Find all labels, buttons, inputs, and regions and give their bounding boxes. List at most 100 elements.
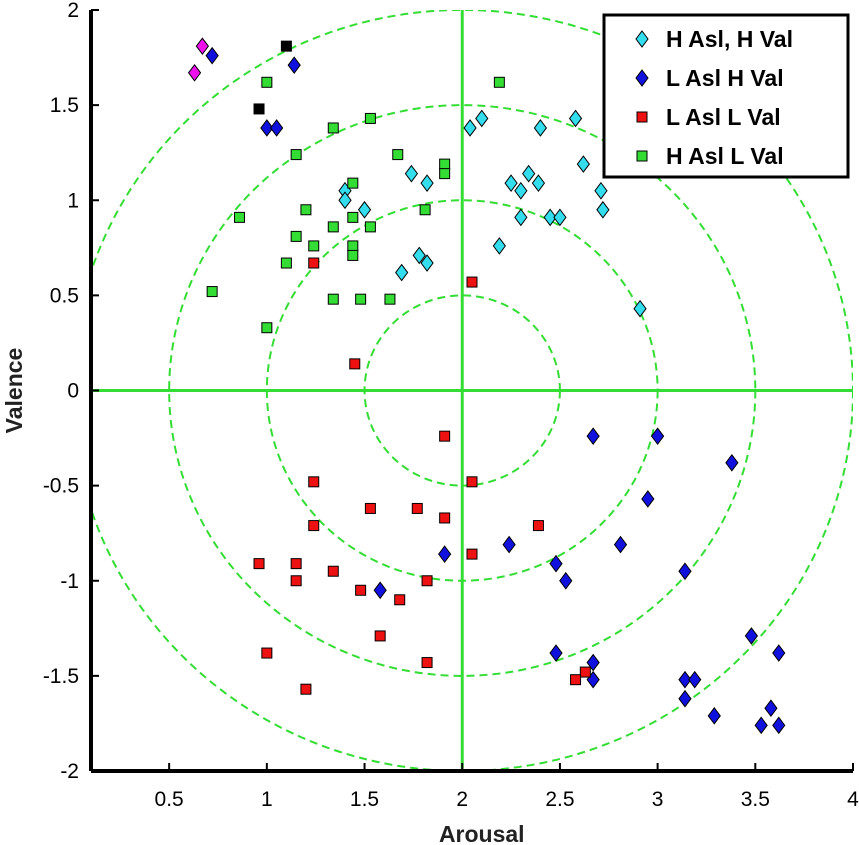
data-point — [553, 208, 567, 227]
data-point — [287, 56, 301, 75]
data-point — [772, 716, 786, 735]
data-point — [411, 502, 423, 514]
x-tick-label: 1 — [261, 788, 273, 811]
data-point — [678, 689, 692, 708]
y-tick-label: 1.5 — [50, 94, 79, 117]
x-tick-label: 0.5 — [155, 788, 184, 811]
data-point — [463, 119, 477, 137]
data-point — [559, 571, 573, 590]
data-point — [586, 653, 600, 672]
data-point — [475, 109, 489, 128]
data-point — [678, 562, 692, 581]
data-point — [280, 40, 292, 52]
data-point — [504, 174, 518, 192]
data-point — [395, 263, 409, 282]
data-point — [327, 122, 339, 134]
data-point — [466, 476, 478, 488]
data-point — [373, 581, 387, 600]
series-1 — [338, 109, 647, 318]
data-point — [300, 683, 312, 695]
data-point — [596, 200, 610, 219]
data-point — [269, 119, 284, 137]
data-point — [522, 164, 536, 183]
y-tick-label: 0 — [67, 380, 79, 403]
series-6 — [187, 37, 209, 82]
data-point — [466, 548, 478, 560]
data-point — [421, 575, 433, 587]
data-point — [678, 670, 692, 689]
data-point — [579, 666, 591, 678]
data-point — [392, 149, 404, 161]
data-point — [543, 208, 557, 227]
data-point — [233, 211, 245, 223]
data-point — [754, 716, 768, 735]
legend-marker — [635, 30, 649, 48]
data-point — [533, 119, 548, 137]
data-points — [187, 37, 786, 735]
data-point — [290, 575, 302, 587]
data-point — [253, 558, 265, 570]
y-axis-label: Valence — [1, 348, 27, 434]
data-point — [280, 257, 292, 269]
data-point — [725, 453, 739, 472]
y-tick-label: -2 — [60, 760, 79, 783]
data-point — [261, 76, 273, 88]
x-axis-label: Arousal — [439, 821, 525, 845]
data-point — [347, 177, 359, 189]
data-point — [347, 249, 359, 261]
data-point — [439, 512, 451, 524]
data-point — [260, 119, 274, 137]
data-point — [187, 63, 202, 82]
data-point — [613, 535, 628, 554]
x-tick-label: 4 — [847, 788, 859, 811]
legend-marker — [635, 69, 649, 87]
data-point — [394, 594, 406, 606]
data-point — [206, 286, 218, 298]
data-point — [290, 149, 302, 161]
data-point — [195, 37, 209, 55]
data-point — [492, 237, 506, 255]
data-point — [439, 168, 451, 180]
data-point — [404, 164, 419, 183]
data-point — [439, 430, 451, 442]
data-point — [744, 627, 759, 645]
data-point — [772, 644, 786, 662]
data-point — [205, 46, 219, 65]
data-point — [253, 103, 265, 115]
data-point — [576, 155, 590, 173]
data-point — [549, 554, 563, 573]
data-point — [633, 299, 647, 318]
data-point — [261, 322, 273, 334]
data-point — [594, 181, 608, 200]
data-point — [364, 502, 376, 514]
series-5 — [253, 40, 292, 115]
data-point — [707, 706, 721, 725]
data-point — [300, 204, 312, 216]
data-point — [347, 240, 359, 252]
data-point — [349, 358, 361, 370]
legend-label: L Asl H Val — [666, 65, 784, 91]
data-point — [531, 174, 546, 192]
data-point — [514, 181, 528, 200]
y-tick-label: -1 — [60, 570, 79, 593]
data-point — [641, 490, 655, 508]
x-axis-ticks: 0.5 1 1.5 2 2.5 3 3.5 4 — [155, 763, 859, 811]
data-point — [355, 584, 367, 596]
legend-marker — [636, 150, 648, 162]
data-point — [364, 112, 376, 124]
y-axis-ticks: 2 1.5 1 0.5 0 -0.5 -1 -1.5 -2 — [43, 0, 99, 783]
data-point — [290, 230, 302, 242]
reference-lines — [91, 10, 853, 771]
data-point — [364, 221, 376, 233]
data-point — [327, 293, 339, 305]
series-3 — [253, 257, 591, 695]
y-tick-label: 1 — [67, 189, 79, 212]
y-tick-label: -1.5 — [43, 665, 79, 688]
data-point — [650, 427, 665, 445]
data-point — [420, 174, 434, 192]
data-point — [570, 674, 582, 686]
data-point — [327, 221, 339, 233]
legend-label: H Asl, H Val — [666, 26, 793, 52]
series-4 — [206, 76, 505, 334]
